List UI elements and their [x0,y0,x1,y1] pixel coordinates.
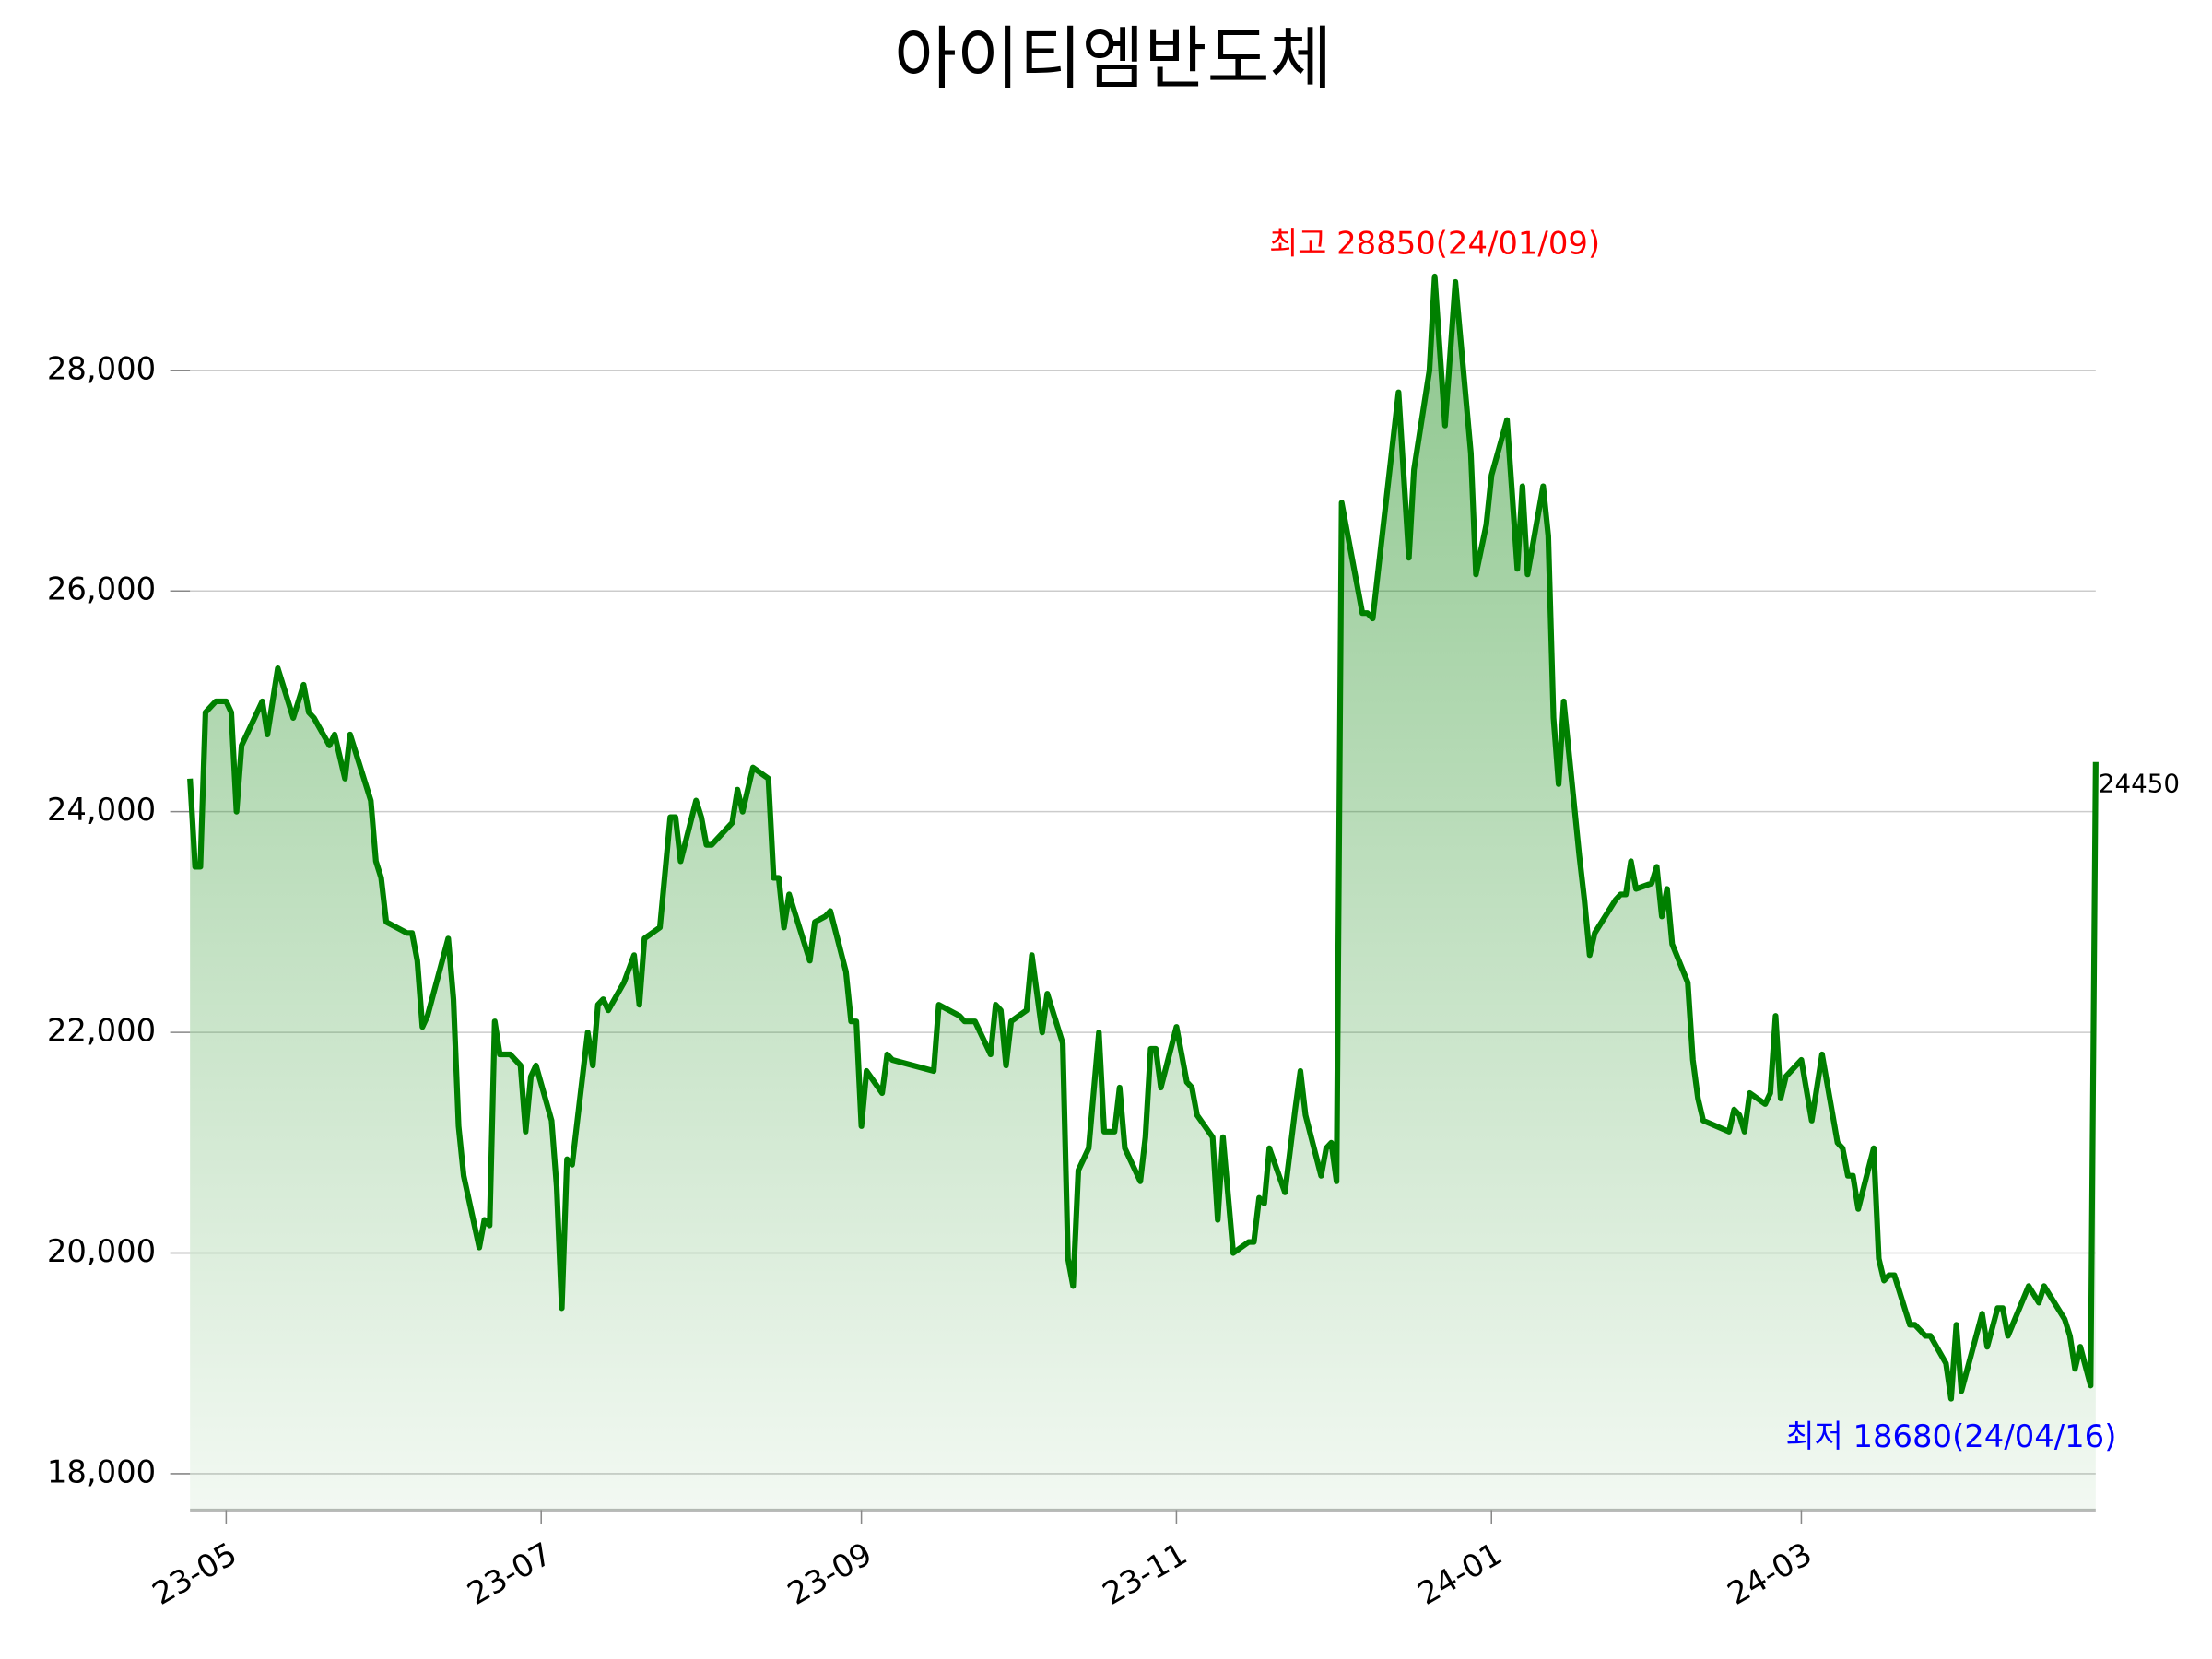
y-tick-label: 28,000 [47,350,156,386]
x-tick-label: 23-11 [1097,1535,1194,1612]
x-tick-label: 24-01 [1412,1535,1509,1612]
annotation: 최고 28850(24/01/09) [1269,226,1600,262]
price-line [187,273,2099,1402]
x-tick-label: 23-07 [462,1535,559,1612]
y-tick-label: 20,000 [47,1233,156,1269]
x-tick-label: 23-09 [782,1535,878,1612]
y-tick-label: 22,000 [47,1013,156,1049]
y-tick-label: 24,000 [47,792,156,828]
y-tick-label: 18,000 [47,1453,156,1489]
y-tick-label: 26,000 [47,571,156,607]
annotation: 24450 [2099,768,2180,798]
x-tick-label: 24-03 [1722,1535,1818,1612]
chart-title: 아이티엠반도체 [894,19,1332,99]
annotation: 최저 18680(24/04/16) [1785,1418,2116,1454]
x-tick-label: 23-05 [147,1535,243,1612]
area [190,276,2096,1511]
